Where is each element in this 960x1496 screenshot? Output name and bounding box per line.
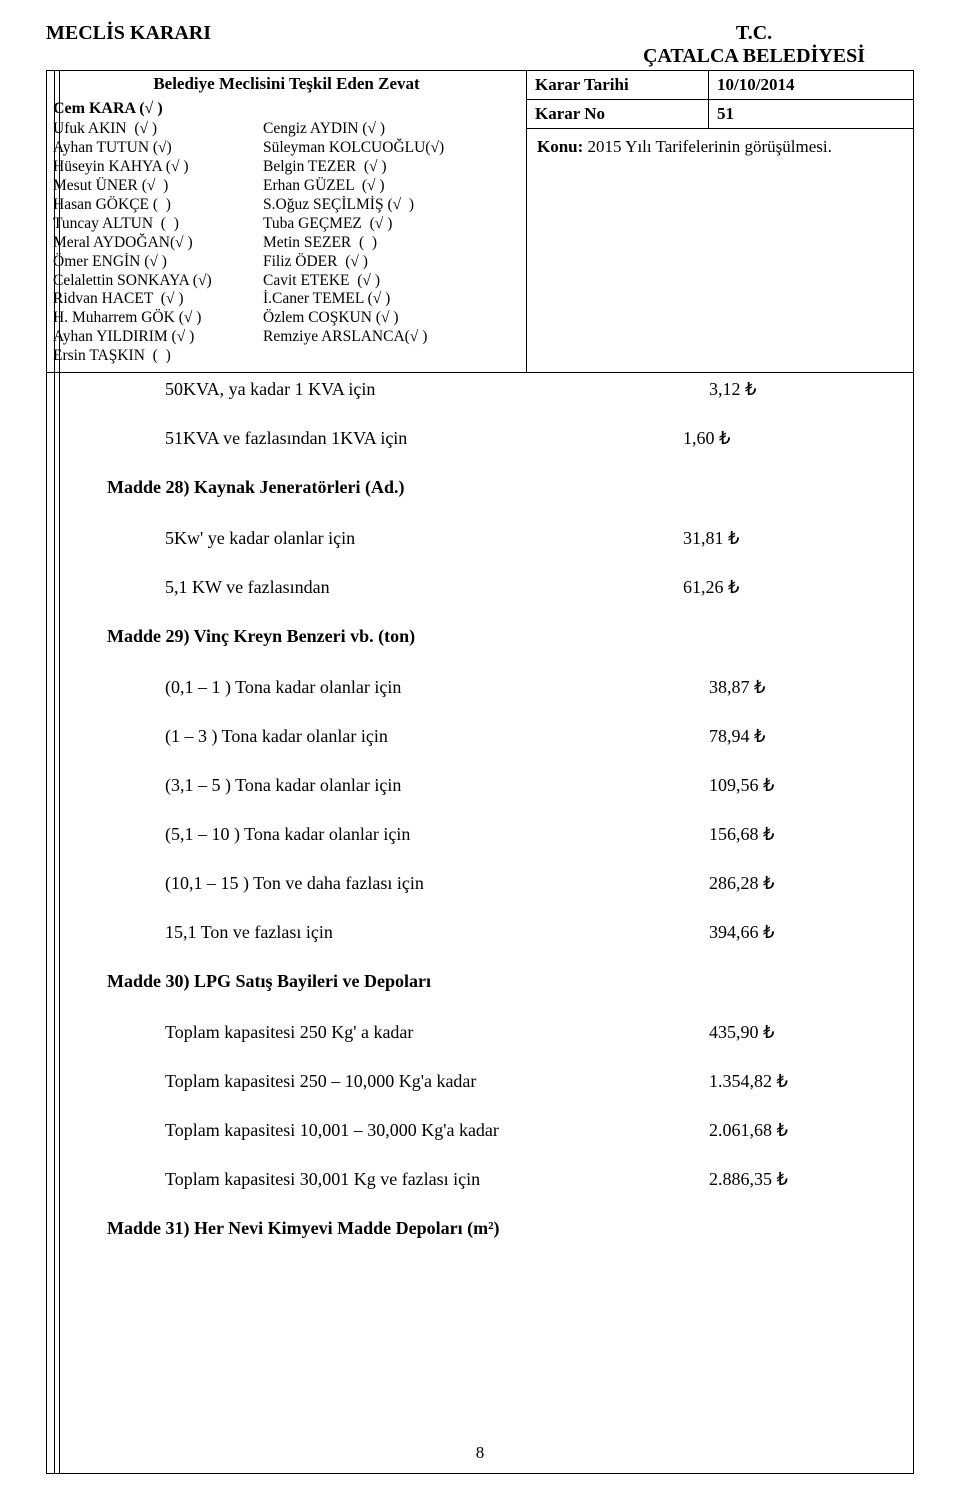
header-left: MECLİS KARARI xyxy=(46,22,211,68)
council-members-cell: Belediye Meclisini Teşkil Eden Zevat Cem… xyxy=(47,71,527,372)
tariff-row: (5,1 – 10 ) Tona kadar olanlar için156,6… xyxy=(107,824,873,845)
madde-28-heading: Madde 28) Kaynak Jeneratörleri (Ad.) xyxy=(107,477,873,498)
value-karar-tarihi: 10/10/2014 xyxy=(709,71,913,99)
items-pre: 50KVA, ya kadar 1 KVA için3,12 ₺ 51KVA ve… xyxy=(107,379,873,449)
tariff-value: 38,87 ₺ xyxy=(673,677,873,698)
row-karar-no: Karar No 51 xyxy=(527,100,913,129)
tariff-value: 109,56 ₺ xyxy=(673,775,873,796)
tariff-label: Toplam kapasitesi 250 Kg' a kadar xyxy=(107,1022,673,1043)
tariff-value: 156,68 ₺ xyxy=(673,824,873,845)
header-tc: T.C. xyxy=(594,22,914,45)
members-col-1: Ufuk AKIN (√ ) Ayhan TUTUN (√) Hüseyin K… xyxy=(53,120,263,366)
tariff-row: 5Kw' ye kadar olanlar için31,81 ₺ xyxy=(107,528,873,549)
tariff-label: Toplam kapasitesi 10,001 – 30,000 Kg'a k… xyxy=(107,1120,673,1141)
tariff-row: 5,1 KW ve fazlasından61,26 ₺ xyxy=(107,577,873,598)
tariff-row: (10,1 – 15 ) Ton ve daha fazlası için286… xyxy=(107,873,873,894)
label-karar-tarihi: Karar Tarihi xyxy=(527,71,709,99)
tariff-label: (5,1 – 10 ) Tona kadar olanlar için xyxy=(107,824,673,845)
tariff-value: 1,60 ₺ xyxy=(673,428,873,449)
tariff-value: 78,94 ₺ xyxy=(673,726,873,747)
tariff-value: 2.061,68 ₺ xyxy=(673,1120,873,1141)
items-30: Toplam kapasitesi 250 Kg' a kadar 435,90… xyxy=(107,1022,873,1190)
decorative-rule-2 xyxy=(59,71,60,1473)
tariff-label: 5,1 KW ve fazlasından xyxy=(107,577,673,598)
items-29: (0,1 – 1 ) Tona kadar olanlar için38,87 … xyxy=(107,677,873,943)
tariff-value: 1.354,82 ₺ xyxy=(673,1071,873,1092)
decision-meta: Karar Tarihi 10/10/2014 Karar No 51 Konu… xyxy=(527,71,913,372)
tariff-row: 15,1 Ton ve fazlası için394,66 ₺ xyxy=(107,922,873,943)
members-chair: Cem KARA (√ ) xyxy=(53,99,520,119)
header-right-block: T.C. ÇATALCA BELEDİYESİ xyxy=(594,22,914,68)
document-frame: Belediye Meclisini Teşkil Eden Zevat Cem… xyxy=(46,70,914,1474)
tariff-row: (1 – 3 ) Tona kadar olanlar için78,94 ₺ xyxy=(107,726,873,747)
members-col-2: Cengiz AYDIN (√ ) Süleyman KOLCUOĞLU(√) … xyxy=(263,120,444,366)
tariff-label: 5Kw' ye kadar olanlar için xyxy=(107,528,673,549)
meta-table: Belediye Meclisini Teşkil Eden Zevat Cem… xyxy=(47,71,913,373)
page-header: MECLİS KARARI T.C. ÇATALCA BELEDİYESİ xyxy=(46,22,914,68)
tariff-row: (3,1 – 5 ) Tona kadar olanlar için109,56… xyxy=(107,775,873,796)
value-karar-no: 51 xyxy=(709,100,913,128)
konu-label: Konu: xyxy=(537,137,583,156)
tariff-label: (3,1 – 5 ) Tona kadar olanlar için xyxy=(107,775,673,796)
tariff-row: Toplam kapasitesi 30,001 Kg ve fazlası i… xyxy=(107,1169,873,1190)
madde-29-heading: Madde 29) Vinç Kreyn Benzeri vb. (ton) xyxy=(107,626,873,647)
madde-30-heading: Madde 30) LPG Satış Bayileri ve Depoları xyxy=(107,971,873,992)
tariff-row: 50KVA, ya kadar 1 KVA için3,12 ₺ xyxy=(107,379,873,400)
tariff-row: Toplam kapasitesi 250 – 10,000 Kg'a kada… xyxy=(107,1071,873,1092)
tariff-label: 51KVA ve fazlasından 1KVA için xyxy=(107,428,673,449)
konu-text: 2015 Yılı Tarifelerinin görüşülmesi. xyxy=(583,137,832,156)
konu-cell: Konu: 2015 Yılı Tarifelerinin görüşülmes… xyxy=(527,129,913,372)
items-28: 5Kw' ye kadar olanlar için31,81 ₺ 5,1 KW … xyxy=(107,528,873,598)
tariff-value: 394,66 ₺ xyxy=(673,922,873,943)
tariff-row: 51KVA ve fazlasından 1KVA için1,60 ₺ xyxy=(107,428,873,449)
tariff-value: 435,90 ₺ xyxy=(673,1022,873,1043)
header-right: ÇATALCA BELEDİYESİ xyxy=(594,45,914,68)
madde-31-heading: Madde 31) Her Nevi Kimyevi Madde Depolar… xyxy=(107,1218,873,1239)
tariff-label: Toplam kapasitesi 30,001 Kg ve fazlası i… xyxy=(107,1169,673,1190)
page-number: 8 xyxy=(47,1443,913,1463)
tariff-value: 31,81 ₺ xyxy=(673,528,873,549)
tariff-label: (0,1 – 1 ) Tona kadar olanlar için xyxy=(107,677,673,698)
tariff-value: 61,26 ₺ xyxy=(673,577,873,598)
tariff-label: 50KVA, ya kadar 1 KVA için xyxy=(107,379,673,400)
tariff-value: 3,12 ₺ xyxy=(673,379,873,400)
tariff-row: (0,1 – 1 ) Tona kadar olanlar için38,87 … xyxy=(107,677,873,698)
tariff-value: 2.886,35 ₺ xyxy=(673,1169,873,1190)
members-columns: Ufuk AKIN (√ ) Ayhan TUTUN (√) Hüseyin K… xyxy=(53,120,520,366)
tariff-label: Toplam kapasitesi 250 – 10,000 Kg'a kada… xyxy=(107,1071,673,1092)
tariff-row: Toplam kapasitesi 250 Kg' a kadar 435,90… xyxy=(107,1022,873,1043)
label-karar-no: Karar No xyxy=(527,100,709,128)
tariff-label: (1 – 3 ) Tona kadar olanlar için xyxy=(107,726,673,747)
row-karar-tarihi: Karar Tarihi 10/10/2014 xyxy=(527,71,913,100)
tariff-row: Toplam kapasitesi 10,001 – 30,000 Kg'a k… xyxy=(107,1120,873,1141)
decorative-rule-1 xyxy=(54,71,55,1473)
document-body: 50KVA, ya kadar 1 KVA için3,12 ₺ 51KVA ve… xyxy=(47,373,913,1239)
tariff-label: 15,1 Ton ve fazlası için xyxy=(107,922,673,943)
members-title: Belediye Meclisini Teşkil Eden Zevat xyxy=(53,74,520,95)
tariff-label: (10,1 – 15 ) Ton ve daha fazlası için xyxy=(107,873,673,894)
tariff-value: 286,28 ₺ xyxy=(673,873,873,894)
